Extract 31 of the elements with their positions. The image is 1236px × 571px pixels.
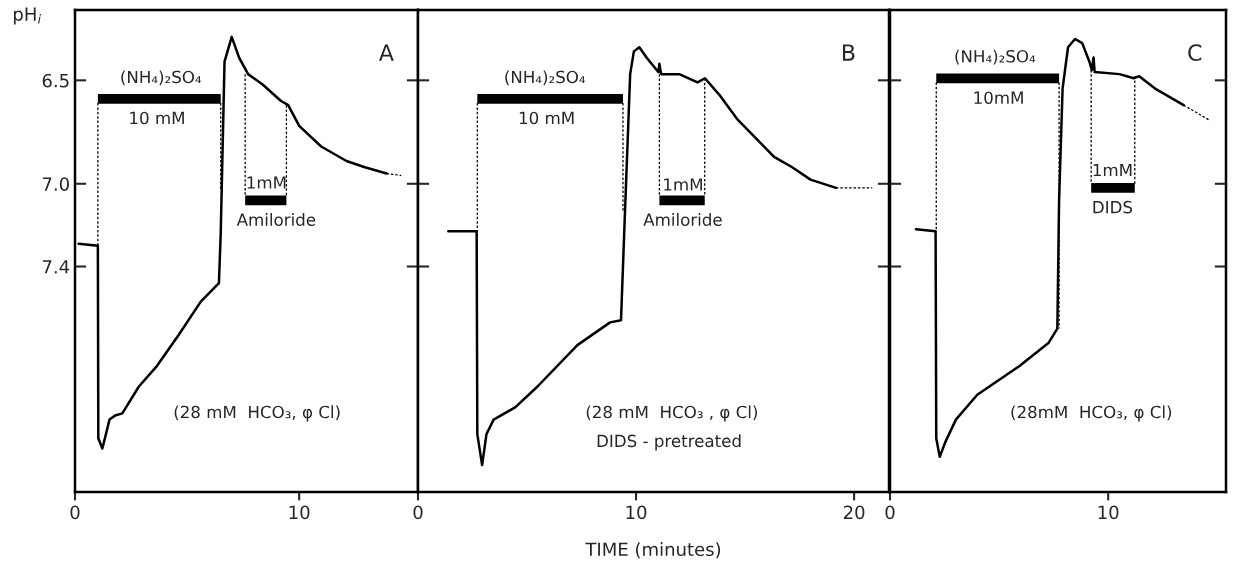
y-tick-label: 7.4 [42, 260, 70, 274]
x-tick-label: 10 [626, 505, 647, 520]
annotation: (NH₄)₂SO₄ [505, 70, 586, 86]
x-axis-title: TIME (minutes) [585, 542, 721, 559]
y-tick-label: 6.5 [42, 73, 69, 88]
annotation: DIDS [1093, 200, 1133, 214]
annotation: Amiloride [643, 213, 722, 226]
annotation: 10mM [974, 91, 1023, 105]
x-tick-label: 0 [413, 505, 423, 520]
annotation: (NH₄)₂SO₄ [121, 70, 202, 86]
annotation: DIDS - pretreated [597, 434, 741, 451]
x-tick-label: 10 [289, 505, 310, 520]
annotation: 1mM [664, 178, 702, 191]
x-tick-label: 0 [70, 505, 80, 520]
annotation: 10 mM [130, 111, 184, 125]
annotation: (28mM HCO₃, φ Cl) [1011, 405, 1172, 422]
annotation: (NH₄)₂SO₄ [955, 49, 1036, 65]
annotation: 1mM [247, 176, 286, 189]
x-tick-label: 10 [1098, 505, 1119, 520]
annotation: 10 mM [519, 111, 574, 125]
y-tick-label: 7.0 [42, 177, 69, 191]
annotation: Amiloride [236, 213, 316, 226]
annotation: (28 mM HCO₃, φ Cl) [174, 405, 340, 422]
annotation: (28 mM HCO₃ , φ Cl) [586, 405, 758, 422]
x-tick-label: 20 [843, 505, 865, 520]
text: B [842, 44, 855, 61]
text: A [378, 44, 394, 61]
y-axis-title: pH$_{i}$ [13, 7, 42, 25]
x-tick-label: 0 [885, 505, 895, 520]
annotation: 1mM [1093, 163, 1132, 177]
text: C [1188, 44, 1202, 61]
